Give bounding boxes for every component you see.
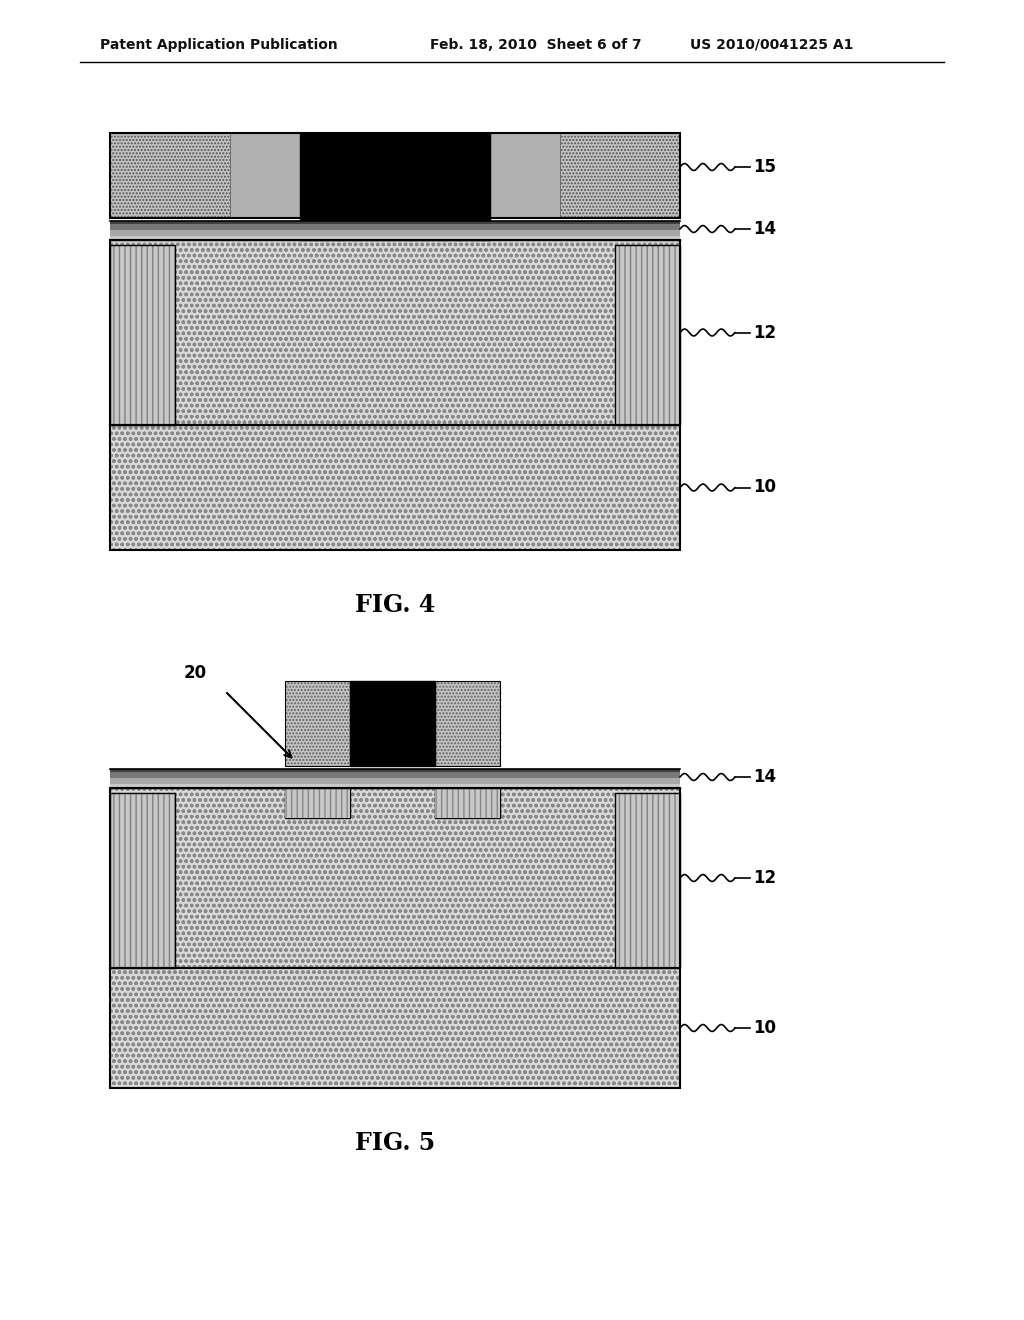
Bar xyxy=(110,236,680,240)
Bar xyxy=(285,788,350,818)
Bar xyxy=(110,240,680,425)
Bar xyxy=(615,793,680,968)
Bar xyxy=(285,788,350,818)
Bar xyxy=(110,133,680,218)
Bar xyxy=(110,770,680,772)
Text: FIG. 5: FIG. 5 xyxy=(355,1131,435,1155)
Bar xyxy=(110,246,175,425)
Bar xyxy=(435,788,500,818)
Bar xyxy=(110,788,680,968)
Bar xyxy=(285,788,350,818)
Bar xyxy=(110,240,680,425)
Text: Patent Application Publication: Patent Application Publication xyxy=(100,38,338,51)
Bar xyxy=(110,772,680,777)
Bar xyxy=(435,788,500,818)
Bar xyxy=(110,793,175,968)
Bar xyxy=(110,784,680,788)
Text: 10: 10 xyxy=(753,479,776,496)
Bar xyxy=(110,133,680,218)
Bar xyxy=(110,425,680,550)
Text: 12: 12 xyxy=(753,323,776,342)
Bar xyxy=(110,133,680,218)
Bar xyxy=(615,793,680,968)
Bar xyxy=(110,968,680,1088)
Bar xyxy=(110,230,680,236)
Bar xyxy=(110,240,680,425)
Bar xyxy=(490,133,560,218)
Bar xyxy=(110,425,680,550)
Text: 14: 14 xyxy=(753,768,776,785)
Bar xyxy=(285,681,350,766)
Bar xyxy=(110,788,680,968)
Bar xyxy=(285,681,350,766)
Bar xyxy=(435,681,500,766)
Bar xyxy=(350,681,435,766)
Bar xyxy=(615,793,680,968)
Bar xyxy=(300,133,490,240)
Bar xyxy=(435,681,500,766)
Bar xyxy=(110,793,175,968)
Bar xyxy=(435,681,500,766)
Bar xyxy=(110,425,680,550)
Bar xyxy=(110,220,680,224)
Bar xyxy=(615,246,680,425)
Text: Feb. 18, 2010  Sheet 6 of 7: Feb. 18, 2010 Sheet 6 of 7 xyxy=(430,38,642,51)
Text: 20: 20 xyxy=(183,664,207,682)
Bar xyxy=(615,246,680,425)
Text: FIG. 4: FIG. 4 xyxy=(355,593,435,616)
Text: US 2010/0041225 A1: US 2010/0041225 A1 xyxy=(690,38,853,51)
Bar xyxy=(110,246,175,425)
Bar xyxy=(110,968,680,1088)
Text: 15: 15 xyxy=(753,158,776,176)
Bar xyxy=(285,681,350,766)
Bar xyxy=(435,788,500,818)
Bar xyxy=(230,133,300,218)
Bar xyxy=(615,246,680,425)
Bar xyxy=(110,246,175,425)
Bar xyxy=(110,224,680,230)
Bar xyxy=(110,788,680,968)
Bar xyxy=(110,793,175,968)
Bar xyxy=(110,968,680,1088)
Text: 10: 10 xyxy=(753,1019,776,1038)
Text: 12: 12 xyxy=(753,869,776,887)
Text: 14: 14 xyxy=(753,220,776,238)
Bar xyxy=(110,777,680,784)
